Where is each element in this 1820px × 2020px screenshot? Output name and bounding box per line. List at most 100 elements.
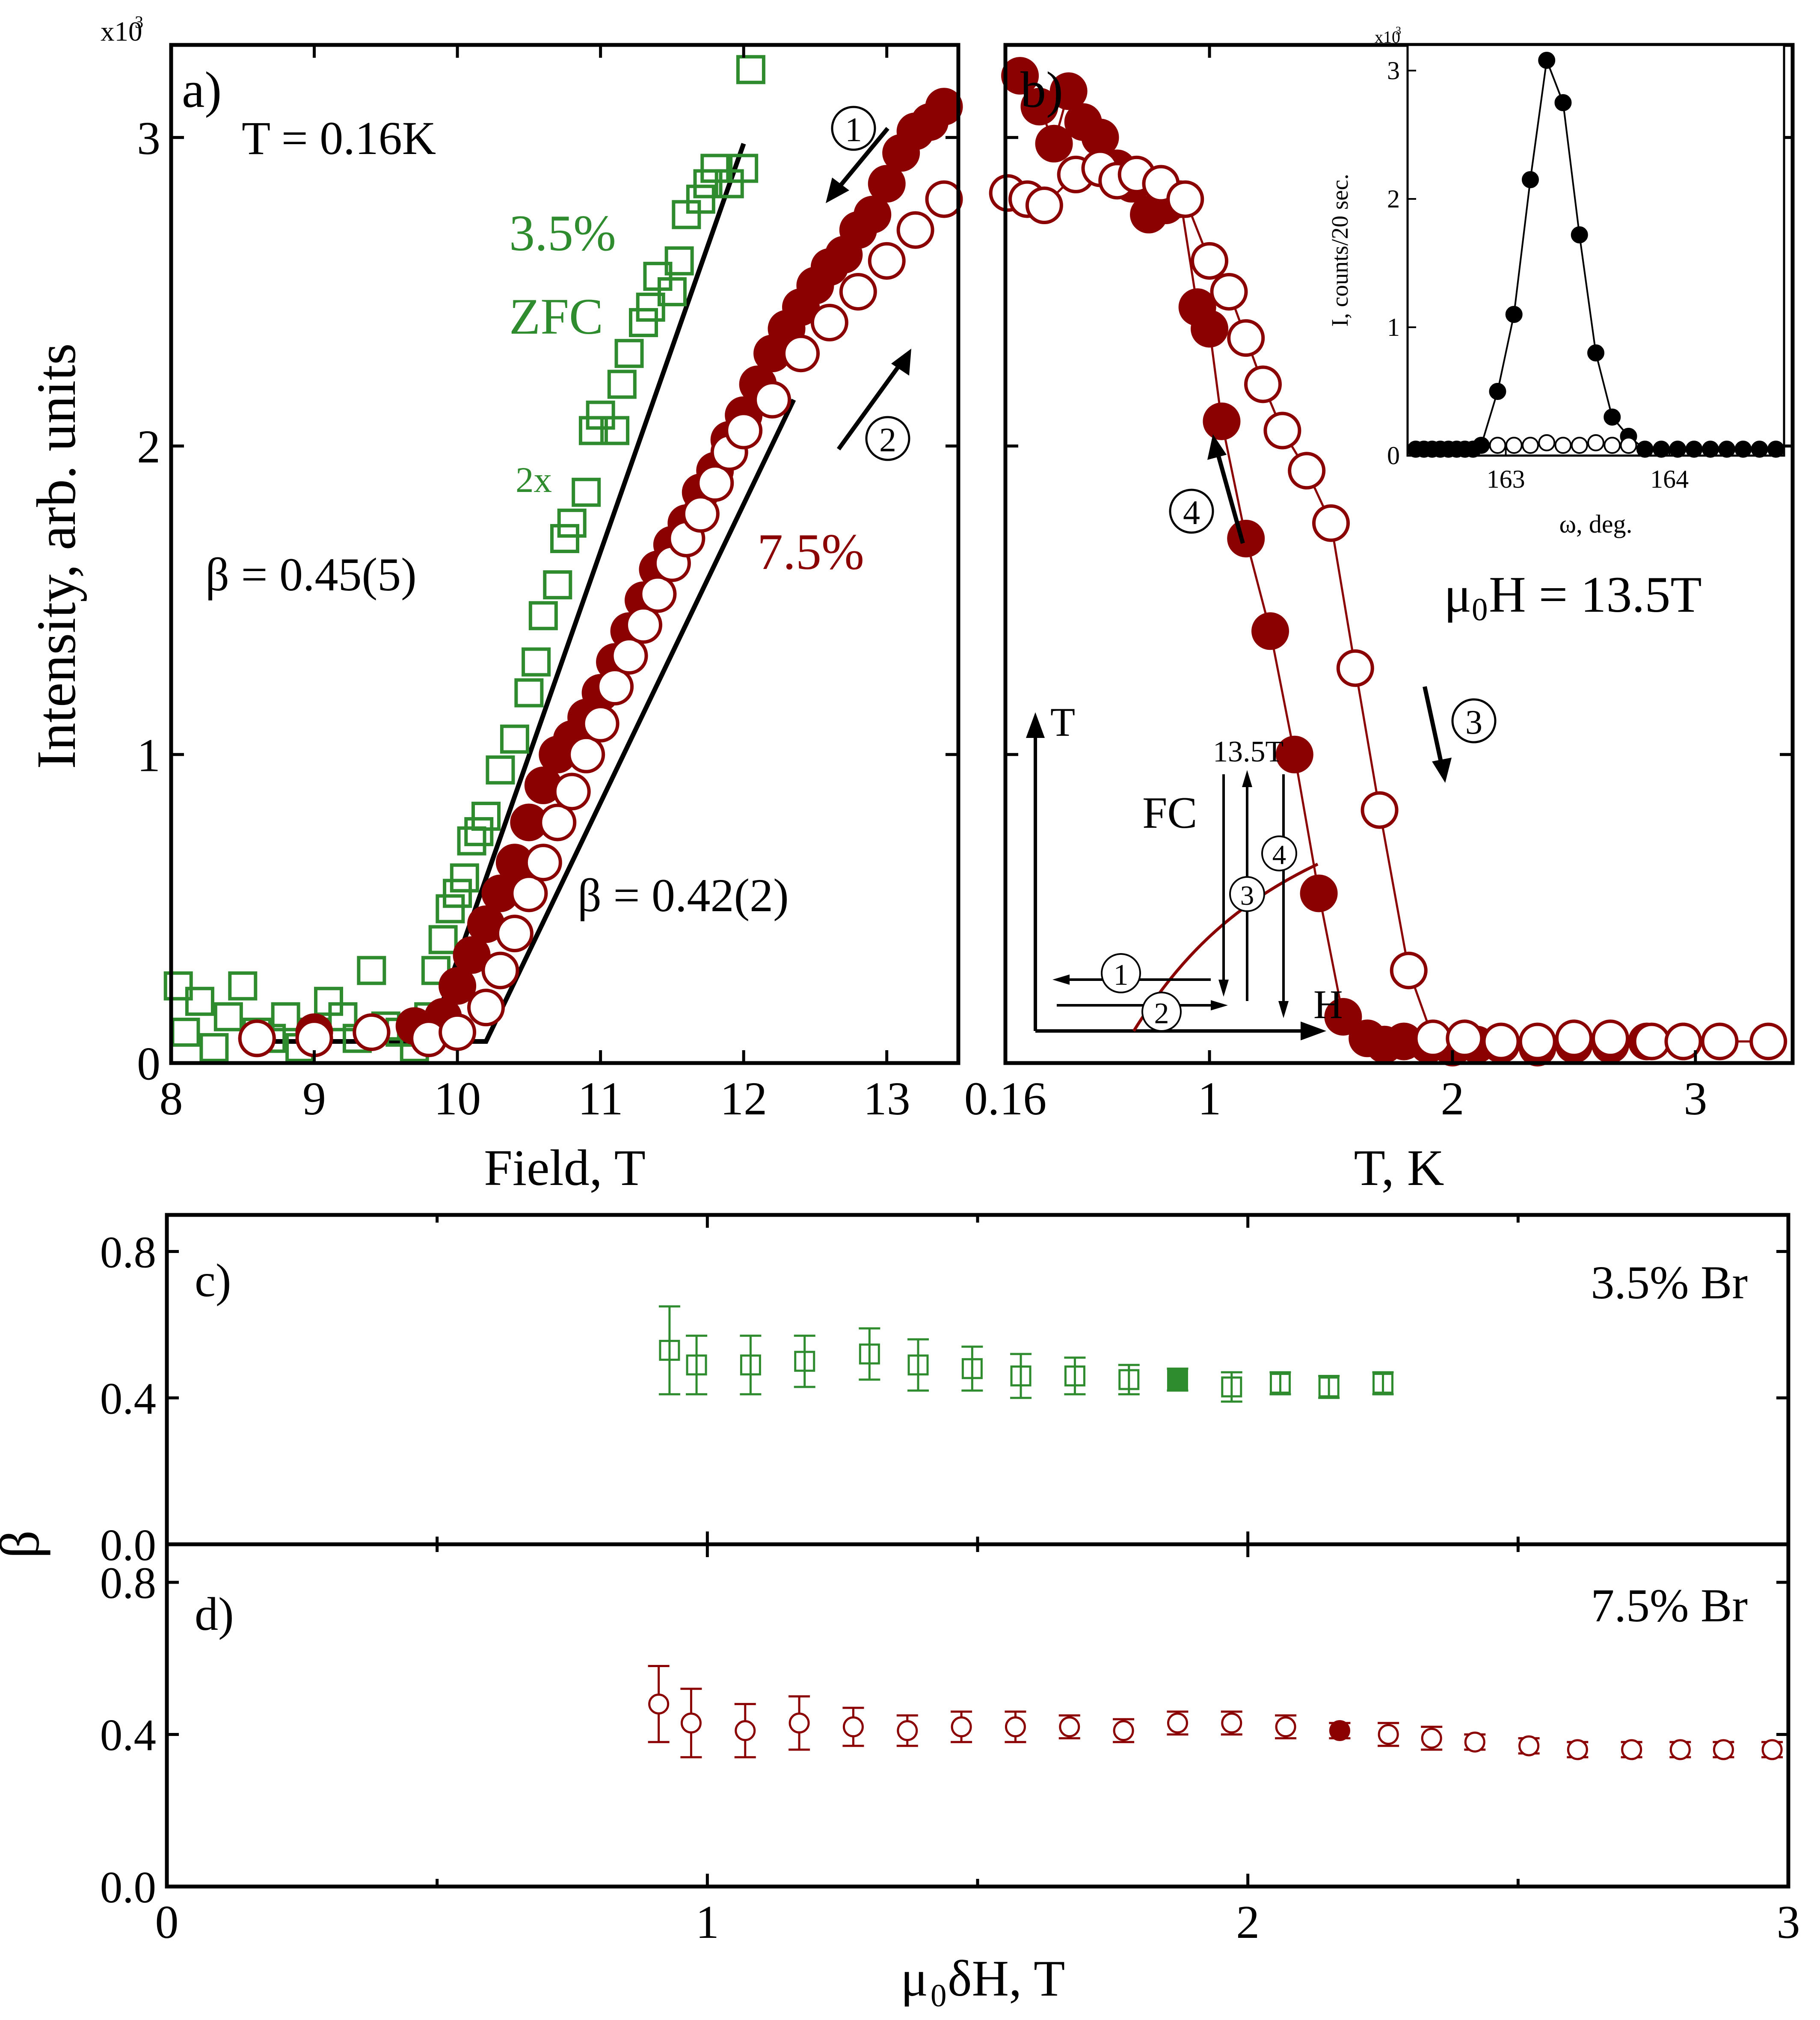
panel-a-series-1-point-35: [868, 165, 906, 203]
step-3-label: 3: [1465, 704, 1482, 741]
arrow-4-line: [1215, 450, 1245, 544]
inset-rocking-curve: 163 164 0 1 2 3 I, counts/20 sec. ω, deg. x1…: [1327, 24, 1785, 538]
field-annotation-rest: H = 13.5T: [1489, 566, 1702, 623]
arrow-3-line: [1423, 686, 1444, 767]
panel-a-series-0-point-8: [271, 1002, 300, 1031]
inset-series-1-point-3: [1538, 434, 1556, 451]
panel-a-x-tick-label-1: 9: [302, 1072, 326, 1125]
inset-series-0-point-21: [1751, 441, 1768, 458]
panel-a-series-0-point-5: [228, 971, 258, 1001]
panel-c-series-0-point-0: [659, 1340, 680, 1361]
inset-series-0-point-14: [1636, 441, 1654, 458]
panel-d-x-axis-title-sub: 0: [931, 1978, 947, 2014]
panel-b-series-1-point-16: [1336, 649, 1374, 687]
inset-frame: [1406, 44, 1785, 457]
panel-c-series-1-point-0: [1167, 1369, 1188, 1390]
panel-b-series-1-point-14: [1288, 452, 1326, 490]
panel-a-series-2-point-8: [510, 874, 548, 912]
inset-series-0-point-8: [1538, 52, 1556, 69]
panel-d-series-0-point-4: [842, 1716, 864, 1738]
panel-b-series-1-point-11: [1227, 319, 1265, 357]
panel-c-series-0-point-1: [686, 1354, 707, 1376]
panel-a-x-axis-title: Field, T: [484, 1139, 646, 1196]
panel-a-x-tick-label-5: 13: [863, 1072, 910, 1125]
panel-b: 0.16 1 2 3 b) μ 0 H = 13.5T 4 3 T, K T H 13…: [964, 24, 1795, 1196]
inset-series-0-point-18: [1701, 441, 1719, 458]
panel-b-series-1-point-15: [1312, 504, 1350, 542]
panel-a-series-0-point-27: [486, 755, 515, 785]
scale-note-label: 2x: [516, 460, 552, 500]
inset-series-0-point-7: [1521, 171, 1539, 188]
panel-a-series-2-point-5: [467, 989, 505, 1027]
panel-c-series-label: 3.5% Br: [1591, 1256, 1748, 1309]
panel-b-series-1-point-13: [1263, 412, 1301, 450]
panel-a-series-0-point-45: [664, 246, 694, 275]
schematic-up-head-icon: [1242, 770, 1252, 787]
inset-series-0-point-25: [1448, 441, 1465, 458]
schematic-t-label: T: [1050, 699, 1075, 745]
arrow-2-line: [836, 362, 903, 450]
inset-series-0-point-17: [1685, 441, 1703, 458]
panel-d-series-label: 7.5% Br: [1591, 1579, 1748, 1632]
panel-d-series-0-point-6: [951, 1716, 972, 1738]
arrow-2-head-icon: [891, 349, 911, 376]
schematic-step-4-circle: [1261, 835, 1297, 871]
panel-c-series-0-point-2: [740, 1354, 761, 1376]
panel-b-series-0-point-17: [1300, 874, 1338, 912]
inset-series-0-point-23: [1415, 441, 1433, 458]
panel-b-series-0-point-1: [1020, 88, 1058, 126]
panel-a-x-tick-label-4: 12: [720, 1072, 767, 1125]
panel-a-series-0-point-20: [428, 925, 458, 954]
panel-a-x-tick-label-2: 10: [434, 1072, 481, 1125]
panel-b-series-0-point-2: [1035, 124, 1073, 163]
panel-b-plot-area: [989, 57, 1787, 1066]
panel-a-series-2-point-7: [495, 915, 534, 953]
panel-b-series-0-point-13: [1203, 402, 1241, 440]
panel-b-series-1-point-26: [1664, 1022, 1702, 1060]
inset-series-0-point-6: [1505, 306, 1523, 323]
inset-series-0-point-9: [1554, 94, 1572, 111]
panel-a-series-0-point-23: [450, 863, 479, 893]
panel-a-series-2-point-6: [481, 951, 519, 989]
inset-series-0-point-11: [1587, 344, 1604, 361]
panel-a-series-0-point-25: [464, 817, 494, 847]
panel-b-series-1-point-19: [1414, 1019, 1452, 1057]
panel-d-x-tick-label-0: 0: [155, 1896, 179, 1948]
panel-a-series-2-point-23: [725, 412, 763, 450]
panel-c-y-tick-label-2: 0.8: [100, 1227, 156, 1277]
panel-a-series-0-point-26: [471, 802, 501, 831]
panel-a-series-0-point-0: [163, 971, 193, 1001]
panel-a-series-2-point-20: [682, 495, 720, 533]
schematic-step-1-circle: [1101, 953, 1141, 993]
panel-c-plot-area: [658, 1305, 1394, 1403]
panel-a-series-2-point-21: [696, 464, 734, 502]
panel-b-series-1-point-17: [1361, 791, 1399, 829]
inset-y-multiplier-exponent: 3: [1396, 24, 1401, 37]
panel-a-y-tick-label-0: 0: [137, 1038, 160, 1090]
schematic-step-2-head-icon: [1211, 1000, 1228, 1010]
panel-a-series-0-point-39: [607, 370, 637, 399]
panel-b-series-0-point-15: [1251, 612, 1289, 650]
step-2-circle: [865, 416, 910, 461]
panel-b-series-1-point-8: [1166, 180, 1204, 218]
panel-d-x-tick-label-1: 1: [696, 1896, 719, 1948]
panel-d-series-0-point-11: [1221, 1712, 1242, 1734]
panel-a-series-0-point-34: [557, 508, 587, 538]
arrow-1-head-icon: [826, 178, 849, 203]
inset-series-0-point-12: [1604, 409, 1621, 426]
panel-d-y-tick-label-2: 0.8: [100, 1558, 156, 1608]
panel-a-y-tick-label-1: 1: [137, 729, 160, 781]
panel-d-ticks: 0.0 0.4 0.8 0 1 2 3: [100, 1544, 1800, 1948]
panel-c-series-0-point-13: [1372, 1373, 1393, 1394]
panel-b-series-0-point-12: [1191, 310, 1229, 348]
panel-b-series-1-point-25: [1633, 1022, 1671, 1060]
panel-a-series-0-point-3: [199, 1033, 229, 1062]
inset-series-0-point-26: [1464, 441, 1482, 458]
panel-b-frame: [1003, 43, 1795, 1065]
panel-a-series-2-point-26: [810, 304, 848, 342]
panel-a-series-1-point-39: [925, 88, 963, 126]
panel-a-series-2-point-16: [625, 606, 662, 644]
schematic-step-1-label: 1: [1114, 959, 1129, 992]
schematic-step-3-circle: [1229, 876, 1265, 912]
panel-a-series-0-point-47: [686, 184, 715, 214]
